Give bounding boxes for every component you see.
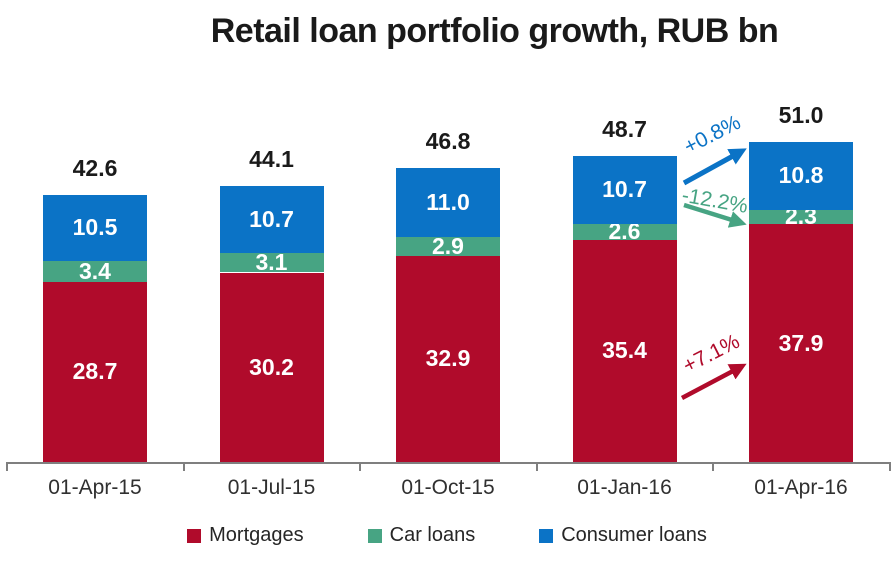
total-label-01-apr-15: 42.6 (72, 154, 118, 181)
segment-value-label: 10.8 (778, 162, 824, 189)
car-loans-growth-arrow (683, 202, 747, 228)
legend-item-consumer-loans: Consumer loans (539, 524, 707, 547)
x-axis-line (6, 462, 889, 464)
x-axis-tick (359, 462, 361, 471)
bar-segment-consumer-loans-01-jan-16: 10.7 (572, 156, 677, 224)
x-axis-tick (712, 462, 714, 471)
x-axis-label-01-jul-15: 01-Jul-15 (227, 476, 316, 499)
x-axis-tick (888, 462, 891, 471)
x-axis-tick (6, 462, 8, 471)
bar-segment-car-loans-01-apr-15: 3.4 (43, 257, 147, 284)
legend-swatch-mortgages (187, 528, 202, 543)
bar-segment-car-loans-01-jul-15: 3.1 (219, 249, 324, 276)
segment-value-label: 37.9 (778, 329, 824, 356)
chart-title: Retail loan portfolio growth, RUB bn (210, 12, 779, 50)
bar-segment-car-loans-01-oct-15: 2.9 (396, 232, 500, 259)
mortgages-growth-arrow (680, 363, 747, 400)
legend-label: Consumer loans (561, 524, 707, 546)
segment-value-label: 32.9 (425, 345, 471, 372)
segment-value-label: 11.0 (426, 189, 470, 216)
segment-value-label: 2.3 (785, 203, 817, 230)
segment-value-label: 3.4 (79, 257, 111, 284)
bar-segment-consumer-loans-01-oct-15: 11.0 (396, 168, 500, 238)
x-axis-label-01-jan-16: 01-Jan-16 (577, 476, 672, 499)
bar-segment-car-loans-01-jan-16: 2.6 (572, 220, 677, 243)
x-axis-label-01-oct-15: 01-Oct-15 (401, 476, 495, 499)
segment-value-label: 30.2 (249, 353, 294, 380)
total-label-01-jan-16: 48.7 (602, 116, 647, 143)
bar-segment-mortgages-01-apr-15: 28.7 (43, 281, 147, 462)
consumer-loans-growth-label: +0.8% (680, 111, 744, 159)
x-axis-tick (182, 462, 185, 471)
consumer-loans-growth-arrow (682, 148, 747, 186)
bar-segment-consumer-loans-01-apr-15: 10.5 (43, 194, 147, 261)
bar-segment-consumer-loans-01-apr-16: 10.8 (749, 142, 853, 210)
legend-swatch-car-loans (367, 528, 382, 543)
chart-legend: Mortgages Car loans Consumer loans (0, 524, 894, 547)
bar-segment-mortgages-01-apr-16: 37.9 (749, 224, 853, 462)
x-axis-label-01-apr-16: 01-Apr-16 (754, 476, 848, 499)
total-label-01-jul-15: 44.1 (249, 145, 294, 172)
segment-value-label: 10.5 (72, 214, 118, 241)
total-label-01-oct-15: 46.8 (425, 128, 471, 155)
segment-value-label: 35.4 (602, 337, 647, 364)
bar-segment-mortgages-01-jan-16: 35.4 (572, 239, 677, 462)
segment-value-label: 28.7 (72, 358, 118, 385)
legend-label: Car loans (389, 524, 476, 546)
legend-item-mortgages: Mortgages (187, 524, 304, 547)
x-axis-label-01-apr-15: 01-Apr-15 (48, 476, 142, 499)
x-axis-tick (535, 462, 538, 471)
bar-segment-mortgages-01-jul-15: 30.2 (219, 272, 324, 462)
mortgages-growth-label: +7.1% (679, 330, 743, 378)
segment-value-label: 3.1 (255, 249, 288, 276)
legend-label: Mortgages (209, 524, 304, 546)
bar-segment-car-loans-01-apr-16: 2.3 (749, 205, 853, 228)
total-label-01-apr-16: 51.0 (778, 102, 824, 128)
legend-swatch-consumer-loans (539, 528, 554, 543)
segment-value-label: 10.7 (602, 176, 647, 203)
bar-segment-consumer-loans-01-jul-15: 10.7 (219, 185, 324, 254)
bar-segment-mortgages-01-oct-15: 32.9 (396, 255, 500, 462)
legend-item-car-loans: Car loans (367, 524, 476, 547)
segment-value-label: 2.9 (432, 232, 464, 259)
segment-value-label: 10.7 (249, 205, 294, 232)
car-loans-growth-label: -12.2% (680, 184, 750, 218)
segment-value-label: 2.6 (608, 218, 641, 245)
